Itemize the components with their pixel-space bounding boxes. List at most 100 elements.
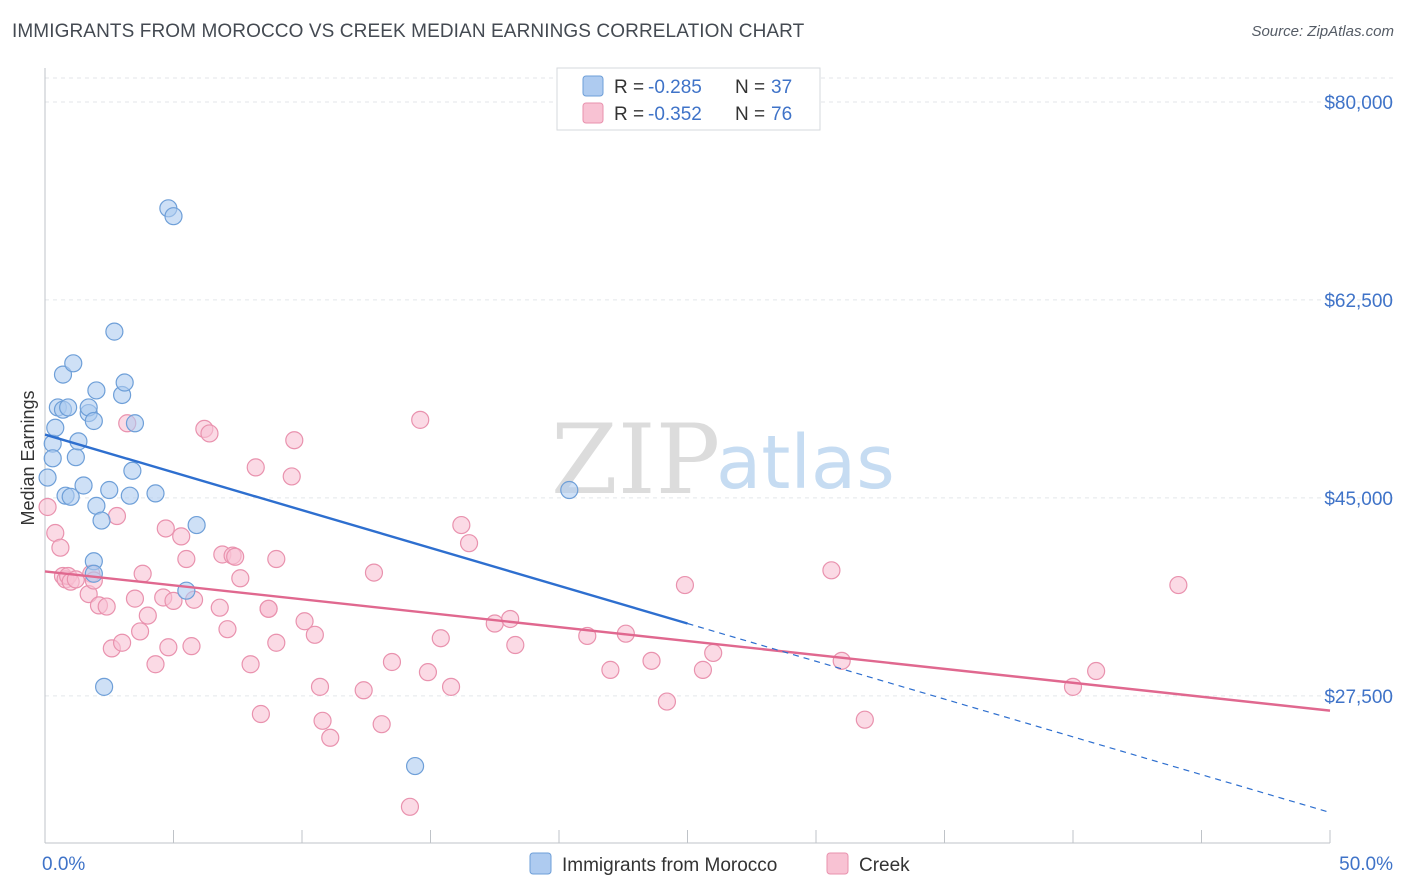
creek-point bbox=[452, 515, 471, 535]
morocco-point bbox=[38, 468, 57, 487]
creek-point bbox=[642, 651, 661, 670]
morocco-point bbox=[187, 515, 206, 535]
creek-point bbox=[313, 711, 332, 730]
morocco-point bbox=[560, 480, 579, 500]
morocco-point bbox=[95, 677, 114, 696]
morocco-point bbox=[164, 207, 183, 226]
morocco-point bbox=[46, 418, 65, 437]
creek-point bbox=[1063, 677, 1083, 696]
creek-point bbox=[251, 704, 270, 724]
stats-n-label-creek: N = bbox=[735, 104, 765, 125]
chart-title: IMMIGRANTS FROM MOROCCO VS CREEK MEDIAN … bbox=[12, 21, 805, 42]
creek-point bbox=[506, 635, 525, 655]
morocco-point bbox=[92, 511, 111, 530]
morocco-point bbox=[100, 480, 119, 500]
creek-point bbox=[501, 609, 520, 629]
morocco-point bbox=[64, 354, 83, 373]
creek-point bbox=[354, 681, 373, 700]
creek-point bbox=[156, 519, 175, 538]
series-legend: Immigrants from Morocco Creek bbox=[529, 852, 910, 876]
creek-point bbox=[418, 663, 438, 682]
creek-point bbox=[182, 637, 201, 656]
creek-point bbox=[259, 599, 278, 618]
legend-swatch-creek bbox=[826, 852, 849, 875]
creek-point bbox=[441, 677, 461, 696]
creek-point bbox=[130, 622, 150, 641]
creek-point bbox=[411, 410, 430, 429]
creek-point bbox=[1169, 575, 1188, 595]
watermark-zip: ZIP bbox=[551, 404, 720, 516]
creek-point bbox=[107, 506, 127, 526]
creek-point bbox=[241, 655, 260, 674]
morocco-point bbox=[66, 448, 85, 467]
creek-point bbox=[125, 589, 145, 608]
creek-point bbox=[305, 625, 324, 644]
creek-point bbox=[364, 563, 384, 582]
morocco-trend-extension bbox=[687, 622, 1331, 814]
creek-point bbox=[282, 467, 301, 486]
x-tick-label-min: 0.0% bbox=[42, 854, 85, 875]
morocco-point bbox=[125, 414, 145, 433]
creek-point bbox=[855, 710, 874, 729]
legend-label-creek: Creek bbox=[859, 855, 910, 876]
morocco-trend-line bbox=[44, 433, 688, 625]
creek-point bbox=[382, 652, 402, 672]
creek-trend-line bbox=[44, 570, 1331, 712]
creek-point bbox=[112, 633, 132, 652]
y-axis-tick-labels: $80,000 $62,500 $45,000 $27,500 bbox=[1324, 93, 1393, 708]
stats-n-value-creek: 76 bbox=[771, 104, 792, 125]
creek-point bbox=[146, 655, 165, 674]
morocco-point bbox=[84, 411, 103, 431]
creek-point bbox=[133, 564, 152, 583]
source-label: Source: ZipAtlas.com bbox=[1251, 23, 1394, 40]
y-tick-label: $80,000 bbox=[1324, 93, 1393, 114]
legend-label-morocco: Immigrants from Morocco bbox=[562, 855, 777, 876]
creek-point bbox=[310, 677, 330, 696]
legend-swatch-morocco bbox=[529, 852, 552, 875]
creek-point bbox=[675, 575, 695, 595]
creek-point bbox=[172, 527, 191, 546]
morocco-point bbox=[146, 484, 165, 503]
creek-point bbox=[164, 591, 183, 610]
creek-point bbox=[231, 569, 250, 588]
creek-point bbox=[693, 660, 713, 679]
stats-legend: R = -0.285 N = 37 R = -0.352 N = 76 bbox=[556, 67, 821, 131]
morocco-point bbox=[74, 476, 93, 495]
trend-lines bbox=[44, 433, 1331, 814]
creek-point bbox=[285, 431, 304, 450]
watermark-atlas: atlas bbox=[716, 420, 895, 506]
creek-point bbox=[226, 547, 245, 566]
y-tick-label: $62,500 bbox=[1324, 291, 1393, 312]
stats-n-label-morocco: N = bbox=[735, 77, 765, 98]
morocco-point bbox=[177, 581, 196, 600]
stats-swatch-morocco bbox=[582, 75, 604, 97]
stats-swatch-creek bbox=[582, 102, 604, 124]
x-tick-label-max: 50.0% bbox=[1339, 854, 1393, 875]
creek-point bbox=[321, 728, 340, 747]
x-axis-ticks bbox=[44, 830, 1331, 843]
morocco-point bbox=[405, 756, 425, 776]
morocco-point bbox=[61, 487, 80, 506]
creek-point bbox=[372, 715, 391, 734]
creek-point bbox=[704, 643, 723, 663]
morocco-point bbox=[120, 486, 139, 505]
creek-point bbox=[1087, 661, 1106, 681]
creek-point bbox=[97, 597, 116, 616]
creek-point bbox=[267, 549, 286, 569]
morocco-point bbox=[84, 564, 103, 583]
stats-r-value-creek: -0.352 bbox=[648, 104, 702, 125]
creek-point bbox=[51, 538, 70, 557]
creek-point bbox=[210, 598, 229, 617]
creek-point bbox=[822, 561, 841, 580]
creek-point bbox=[177, 549, 196, 569]
creek-point bbox=[485, 614, 504, 633]
creek-point bbox=[431, 629, 450, 648]
creek-point bbox=[601, 660, 620, 679]
morocco-point bbox=[53, 365, 73, 384]
watermark: ZIP atlas bbox=[551, 404, 895, 516]
creek-point bbox=[295, 612, 314, 631]
morocco-point bbox=[115, 373, 134, 392]
creek-point bbox=[38, 497, 57, 517]
creek-point bbox=[400, 797, 420, 816]
